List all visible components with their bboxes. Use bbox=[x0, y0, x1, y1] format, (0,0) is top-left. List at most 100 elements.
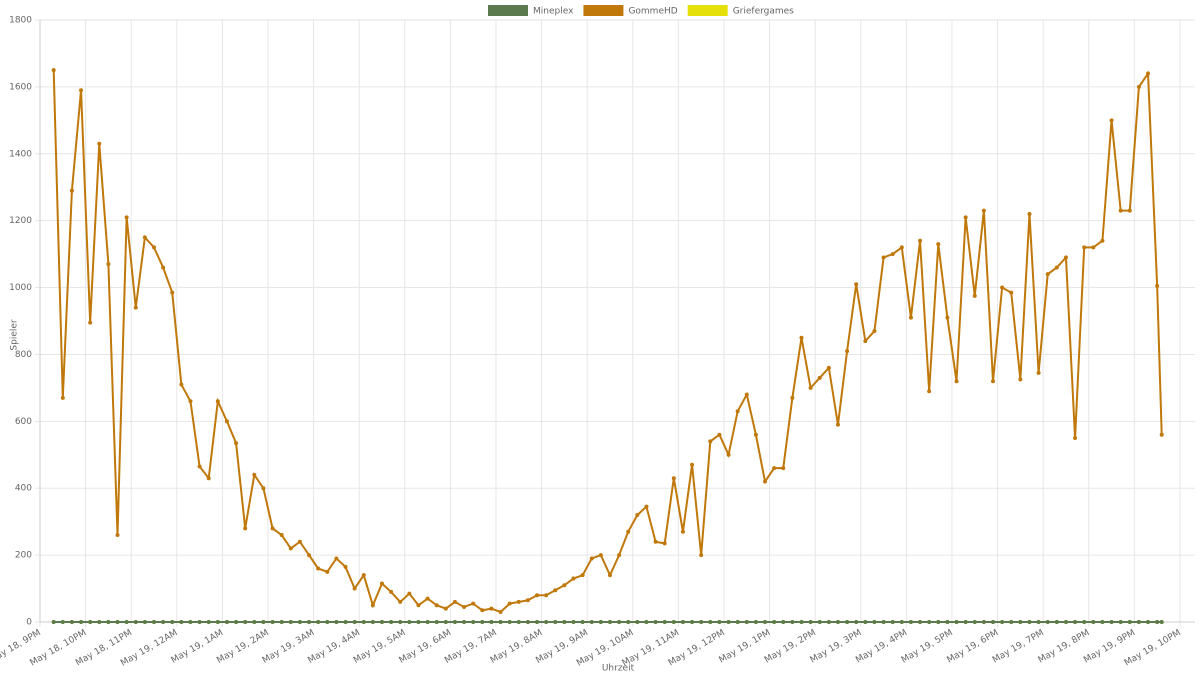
data-point bbox=[279, 620, 284, 624]
data-point bbox=[799, 620, 804, 624]
data-point bbox=[936, 242, 941, 247]
data-point bbox=[845, 620, 850, 624]
data-point bbox=[1127, 208, 1132, 213]
data-point bbox=[1018, 620, 1023, 624]
data-point bbox=[197, 464, 202, 469]
data-point bbox=[516, 620, 521, 624]
data-point bbox=[261, 486, 266, 491]
data-point bbox=[243, 526, 248, 531]
data-point bbox=[252, 620, 257, 624]
data-point bbox=[598, 620, 603, 624]
data-point bbox=[1118, 208, 1123, 213]
data-point bbox=[872, 329, 877, 334]
data-point bbox=[690, 620, 695, 624]
data-point bbox=[872, 620, 877, 624]
data-point bbox=[1159, 432, 1164, 437]
data-point bbox=[179, 382, 184, 387]
data-point bbox=[1155, 620, 1160, 624]
data-point bbox=[963, 215, 968, 220]
data-point bbox=[1073, 436, 1078, 441]
data-point bbox=[307, 553, 312, 558]
data-point bbox=[1063, 255, 1068, 260]
data-point bbox=[343, 564, 348, 569]
data-point bbox=[1100, 238, 1105, 243]
data-point bbox=[79, 88, 84, 93]
data-point bbox=[617, 553, 622, 558]
data-point bbox=[918, 620, 923, 624]
data-point bbox=[133, 620, 138, 624]
data-point bbox=[808, 385, 813, 390]
data-point bbox=[1136, 84, 1141, 89]
data-point bbox=[370, 603, 375, 608]
data-point bbox=[425, 620, 430, 624]
data-point bbox=[1136, 620, 1141, 624]
data-point bbox=[60, 620, 65, 624]
data-point bbox=[379, 581, 384, 586]
data-point bbox=[407, 620, 412, 624]
data-point bbox=[991, 379, 996, 384]
data-point bbox=[97, 141, 102, 146]
data-point bbox=[115, 533, 120, 538]
data-point bbox=[88, 320, 93, 325]
data-point bbox=[206, 476, 211, 481]
data-point bbox=[644, 620, 649, 624]
data-point bbox=[680, 620, 685, 624]
data-point bbox=[170, 290, 175, 295]
y-tick-label: 400 bbox=[15, 484, 32, 494]
data-point bbox=[288, 546, 293, 551]
data-point bbox=[507, 620, 512, 624]
data-point bbox=[398, 599, 403, 604]
data-point bbox=[1073, 620, 1078, 624]
data-point bbox=[954, 620, 959, 624]
data-point bbox=[525, 620, 530, 624]
data-point bbox=[51, 620, 56, 624]
data-point bbox=[571, 620, 576, 624]
data-point bbox=[562, 583, 567, 588]
legend-label: Mineplex bbox=[533, 7, 574, 17]
data-point bbox=[972, 293, 977, 298]
data-point bbox=[69, 188, 74, 193]
data-point bbox=[991, 620, 996, 624]
data-point bbox=[972, 620, 977, 624]
legend-swatch bbox=[583, 5, 624, 16]
data-point bbox=[744, 620, 749, 624]
data-point bbox=[535, 620, 540, 624]
y-axis-label: Spieler bbox=[10, 319, 20, 351]
y-tick-label: 200 bbox=[15, 551, 32, 561]
data-point bbox=[151, 620, 156, 624]
data-point bbox=[224, 419, 229, 424]
data-point bbox=[480, 608, 485, 613]
data-point bbox=[379, 620, 384, 624]
data-point bbox=[799, 335, 804, 340]
legend-swatch bbox=[488, 5, 528, 16]
data-point bbox=[817, 375, 822, 380]
data-point bbox=[270, 620, 275, 624]
data-point bbox=[142, 620, 147, 624]
data-point bbox=[826, 620, 831, 624]
data-point bbox=[589, 556, 594, 561]
data-point bbox=[817, 620, 822, 624]
data-point bbox=[361, 573, 366, 578]
data-point bbox=[1027, 620, 1032, 624]
data-point bbox=[671, 476, 676, 481]
data-point bbox=[170, 620, 175, 624]
data-point bbox=[708, 439, 713, 444]
data-point bbox=[835, 422, 840, 427]
data-point bbox=[434, 603, 439, 608]
data-point bbox=[772, 466, 777, 471]
data-point bbox=[334, 556, 339, 561]
data-point bbox=[845, 349, 850, 354]
data-point bbox=[881, 620, 886, 624]
data-point bbox=[890, 252, 895, 257]
data-point bbox=[325, 569, 330, 574]
data-point bbox=[471, 601, 476, 606]
data-point bbox=[580, 620, 585, 624]
data-point bbox=[918, 238, 923, 243]
y-tick-label: 800 bbox=[15, 350, 32, 360]
data-point bbox=[60, 395, 65, 400]
data-point bbox=[671, 620, 676, 624]
data-point bbox=[607, 620, 612, 624]
data-point bbox=[179, 620, 184, 624]
data-point bbox=[1109, 620, 1114, 624]
data-point bbox=[562, 620, 567, 624]
